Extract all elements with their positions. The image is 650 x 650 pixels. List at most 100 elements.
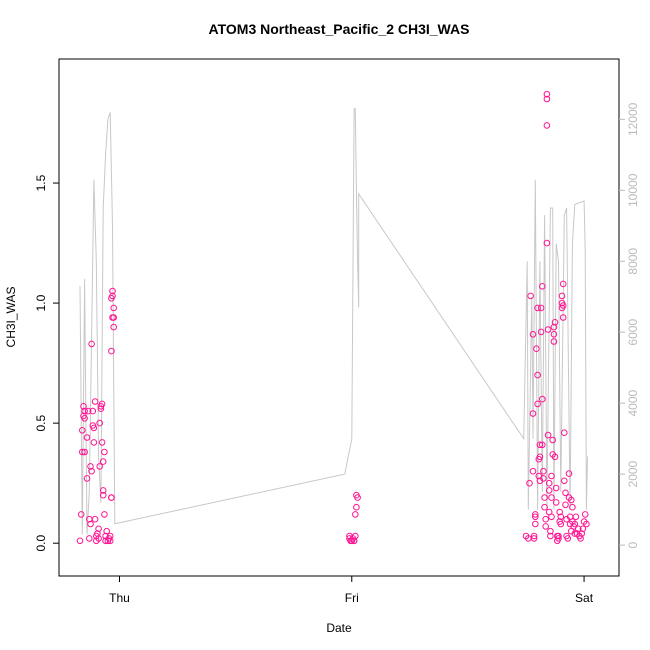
data-point <box>542 523 550 530</box>
data-point <box>536 441 544 449</box>
data-point <box>88 340 95 348</box>
data-point <box>76 537 84 545</box>
data-point <box>569 503 576 511</box>
data-point <box>541 494 548 501</box>
y2-tick-label: 6000 <box>626 319 640 346</box>
data-point <box>94 530 101 537</box>
data-point <box>537 328 545 336</box>
data-point <box>96 419 103 427</box>
data-point <box>559 280 567 288</box>
data-point <box>559 302 567 309</box>
data-point <box>552 484 560 492</box>
data-point <box>544 431 552 439</box>
data-point <box>86 535 93 542</box>
data-point <box>529 410 537 417</box>
data-point <box>561 477 568 485</box>
y-tick-label: 0.0 <box>34 535 48 552</box>
data-point <box>551 453 559 461</box>
y-tick-label: 0.5 <box>34 414 48 431</box>
data-point <box>350 537 358 545</box>
data-point <box>542 515 550 523</box>
data-point <box>110 304 117 312</box>
data-point <box>109 287 116 295</box>
data-point <box>572 513 580 521</box>
y-tick-label: 1.0 <box>34 294 48 311</box>
data-point <box>90 439 98 446</box>
data-point <box>87 463 94 470</box>
data-point <box>562 489 569 497</box>
data-point <box>108 295 115 302</box>
y-tick-label: 1.5 <box>34 174 48 191</box>
data-point <box>534 304 541 312</box>
data-point <box>83 475 91 482</box>
data-point <box>541 503 548 511</box>
data-point <box>577 535 584 542</box>
data-point <box>548 513 555 521</box>
data-point <box>581 511 589 518</box>
data-point <box>558 292 566 300</box>
data-point <box>532 513 539 521</box>
secondary-y-axis: 0 2000 4000 6000 8000 10000 12000 <box>619 102 640 548</box>
data-point <box>561 429 568 437</box>
data-point <box>547 532 554 540</box>
data-point <box>81 415 88 422</box>
data-point <box>547 527 554 535</box>
data-point <box>539 283 546 290</box>
data-point <box>551 319 559 326</box>
points-layer <box>76 90 590 545</box>
y2-tick-label: 4000 <box>626 390 640 417</box>
data-point <box>555 535 562 542</box>
y2-tick-label: 0 <box>626 541 640 548</box>
data-point <box>549 436 557 444</box>
data-point <box>536 453 544 461</box>
data-point <box>527 292 534 300</box>
data-point <box>530 532 538 540</box>
data-point <box>110 314 117 321</box>
data-point <box>529 331 537 338</box>
data-point <box>81 448 88 456</box>
data-point <box>532 520 539 528</box>
data-point <box>99 458 107 465</box>
data-point <box>529 467 537 475</box>
data-point <box>101 448 108 456</box>
data-point <box>543 90 551 98</box>
data-point <box>95 525 102 533</box>
data-point <box>557 520 565 528</box>
x-axis: Thu Fri Sat <box>109 576 594 605</box>
data-point <box>98 400 106 408</box>
data-point <box>108 347 115 355</box>
data-point <box>533 345 540 353</box>
chart-title: ATOM3 Northeast_Pacific_2 CH3I_WAS <box>209 21 470 37</box>
data-point <box>579 525 587 533</box>
data-point <box>545 487 553 494</box>
data-point <box>545 479 553 487</box>
data-point <box>95 535 102 542</box>
data-point <box>354 494 361 501</box>
data-point <box>534 371 541 379</box>
data-point <box>103 527 110 535</box>
data-point <box>91 515 99 523</box>
data-point <box>571 520 579 528</box>
data-point <box>353 503 360 511</box>
data-point <box>106 532 114 540</box>
data-point <box>79 427 86 434</box>
y2-tick-label: 8000 <box>626 248 640 275</box>
data-point <box>575 525 582 533</box>
data-point <box>97 405 105 413</box>
altitude-line-layer <box>79 108 588 535</box>
data-point <box>555 532 562 540</box>
data-point <box>81 407 88 415</box>
data-point <box>556 508 564 516</box>
data-point <box>99 487 107 494</box>
data-point <box>548 472 555 480</box>
data-point <box>539 395 546 403</box>
altitude-line <box>79 108 588 535</box>
data-point <box>557 513 565 521</box>
data-point <box>559 314 567 321</box>
x-axis-label: Date <box>326 621 352 635</box>
data-point <box>90 424 98 432</box>
data-point <box>99 491 107 499</box>
y-axis: 0.0 0.5 1.0 1.5 <box>34 174 59 552</box>
data-point <box>83 434 91 441</box>
plot-frame <box>58 58 620 577</box>
